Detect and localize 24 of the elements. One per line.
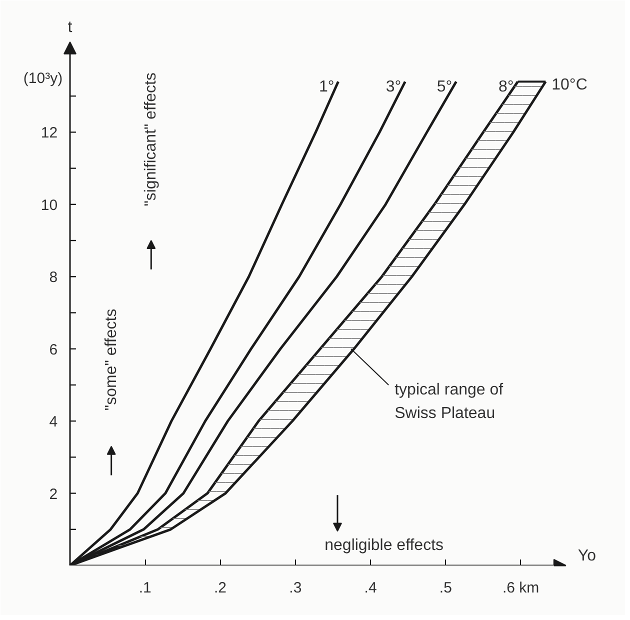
y-tick-label: 8 — [49, 269, 58, 286]
annotation: "some" effects — [102, 308, 120, 411]
x-tick-label: .3 — [289, 580, 302, 596]
annotation: typical range of Swiss Plateau — [394, 381, 504, 422]
x-tick-label: .5 — [439, 580, 452, 596]
series-label: 5° — [436, 78, 452, 96]
text: (10³y) — [23, 70, 63, 88]
y-axis-title: t — [68, 18, 73, 36]
series-label: 3° — [386, 78, 402, 96]
y-tick-label: 6 — [49, 341, 58, 358]
y-tick-label: 12 — [40, 124, 58, 142]
series-label: 8° — [498, 78, 514, 96]
x-tick-label: .1 — [138, 580, 152, 596]
x-tick-label: .4 — [364, 580, 377, 596]
annotation: negligible effects — [324, 537, 444, 554]
x-axis-title: Yo — [578, 548, 596, 564]
annotation: "significant" effects — [142, 72, 160, 206]
series-label: 1° — [318, 78, 334, 96]
y-tick-label: 4 — [49, 414, 58, 431]
x-tick-label: .2 — [214, 580, 227, 596]
y-tick-label: 2 — [49, 486, 58, 503]
x-tick-label: .6 km — [502, 580, 540, 596]
y-tick-label: 10 — [40, 196, 58, 214]
legend-label: 10°C — [552, 76, 588, 94]
